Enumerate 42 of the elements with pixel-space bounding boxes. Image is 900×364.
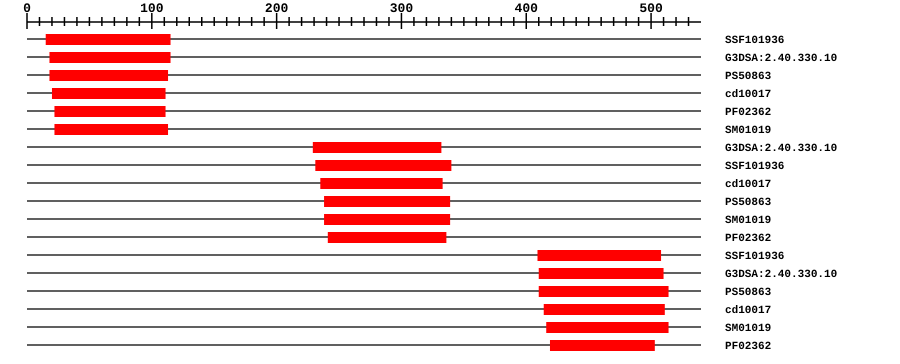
y-tick-label: SSF101936 — [725, 251, 784, 263]
y-tick-label: G3DSA:2.40.330.10 — [725, 143, 838, 155]
bar — [538, 286, 669, 297]
x-tick-label: 300 — [390, 1, 414, 16]
bar — [544, 304, 665, 315]
y-tick-label: PF02362 — [725, 107, 772, 119]
y-tick-label: SSF101936 — [725, 35, 784, 47]
bar — [49, 70, 168, 81]
bar — [312, 142, 442, 153]
y-tick-label: cd10017 — [725, 179, 772, 191]
y-tick-label: G3DSA:2.40.330.10 — [725, 269, 838, 281]
y-tick-label: SM01019 — [725, 323, 772, 335]
y-tick-label: PS50863 — [725, 71, 772, 83]
bar — [537, 250, 662, 261]
bar — [46, 34, 171, 45]
bar — [315, 160, 452, 171]
x-tick-label: 400 — [514, 1, 538, 16]
y-tick-label: PF02362 — [725, 341, 772, 353]
bar — [52, 88, 166, 99]
y-tick-label: PF02362 — [725, 233, 772, 245]
y-tick-label: G3DSA:2.40.330.10 — [725, 53, 838, 65]
y-tick-label: SSF101936 — [725, 161, 784, 173]
y-tick-label: PS50863 — [725, 287, 772, 299]
bar — [49, 52, 171, 63]
bar — [538, 268, 664, 279]
y-tick-label: cd10017 — [725, 89, 772, 101]
bar — [324, 214, 450, 225]
bar — [324, 196, 450, 207]
x-tick-label: 100 — [140, 1, 164, 16]
bar — [546, 322, 669, 333]
y-tick-label: SM01019 — [725, 215, 772, 227]
bar — [54, 124, 168, 135]
bar — [328, 232, 446, 243]
y-tick-label: SM01019 — [725, 125, 772, 137]
x-tick-label: 500 — [639, 1, 663, 16]
bar — [320, 178, 443, 189]
y-tick-label: PS50863 — [725, 197, 772, 209]
bar — [550, 340, 655, 351]
x-tick-label: 200 — [264, 1, 289, 16]
y-tick-label: cd10017 — [725, 305, 772, 317]
x-tick-label: 0 — [23, 1, 32, 16]
bar — [54, 106, 166, 117]
